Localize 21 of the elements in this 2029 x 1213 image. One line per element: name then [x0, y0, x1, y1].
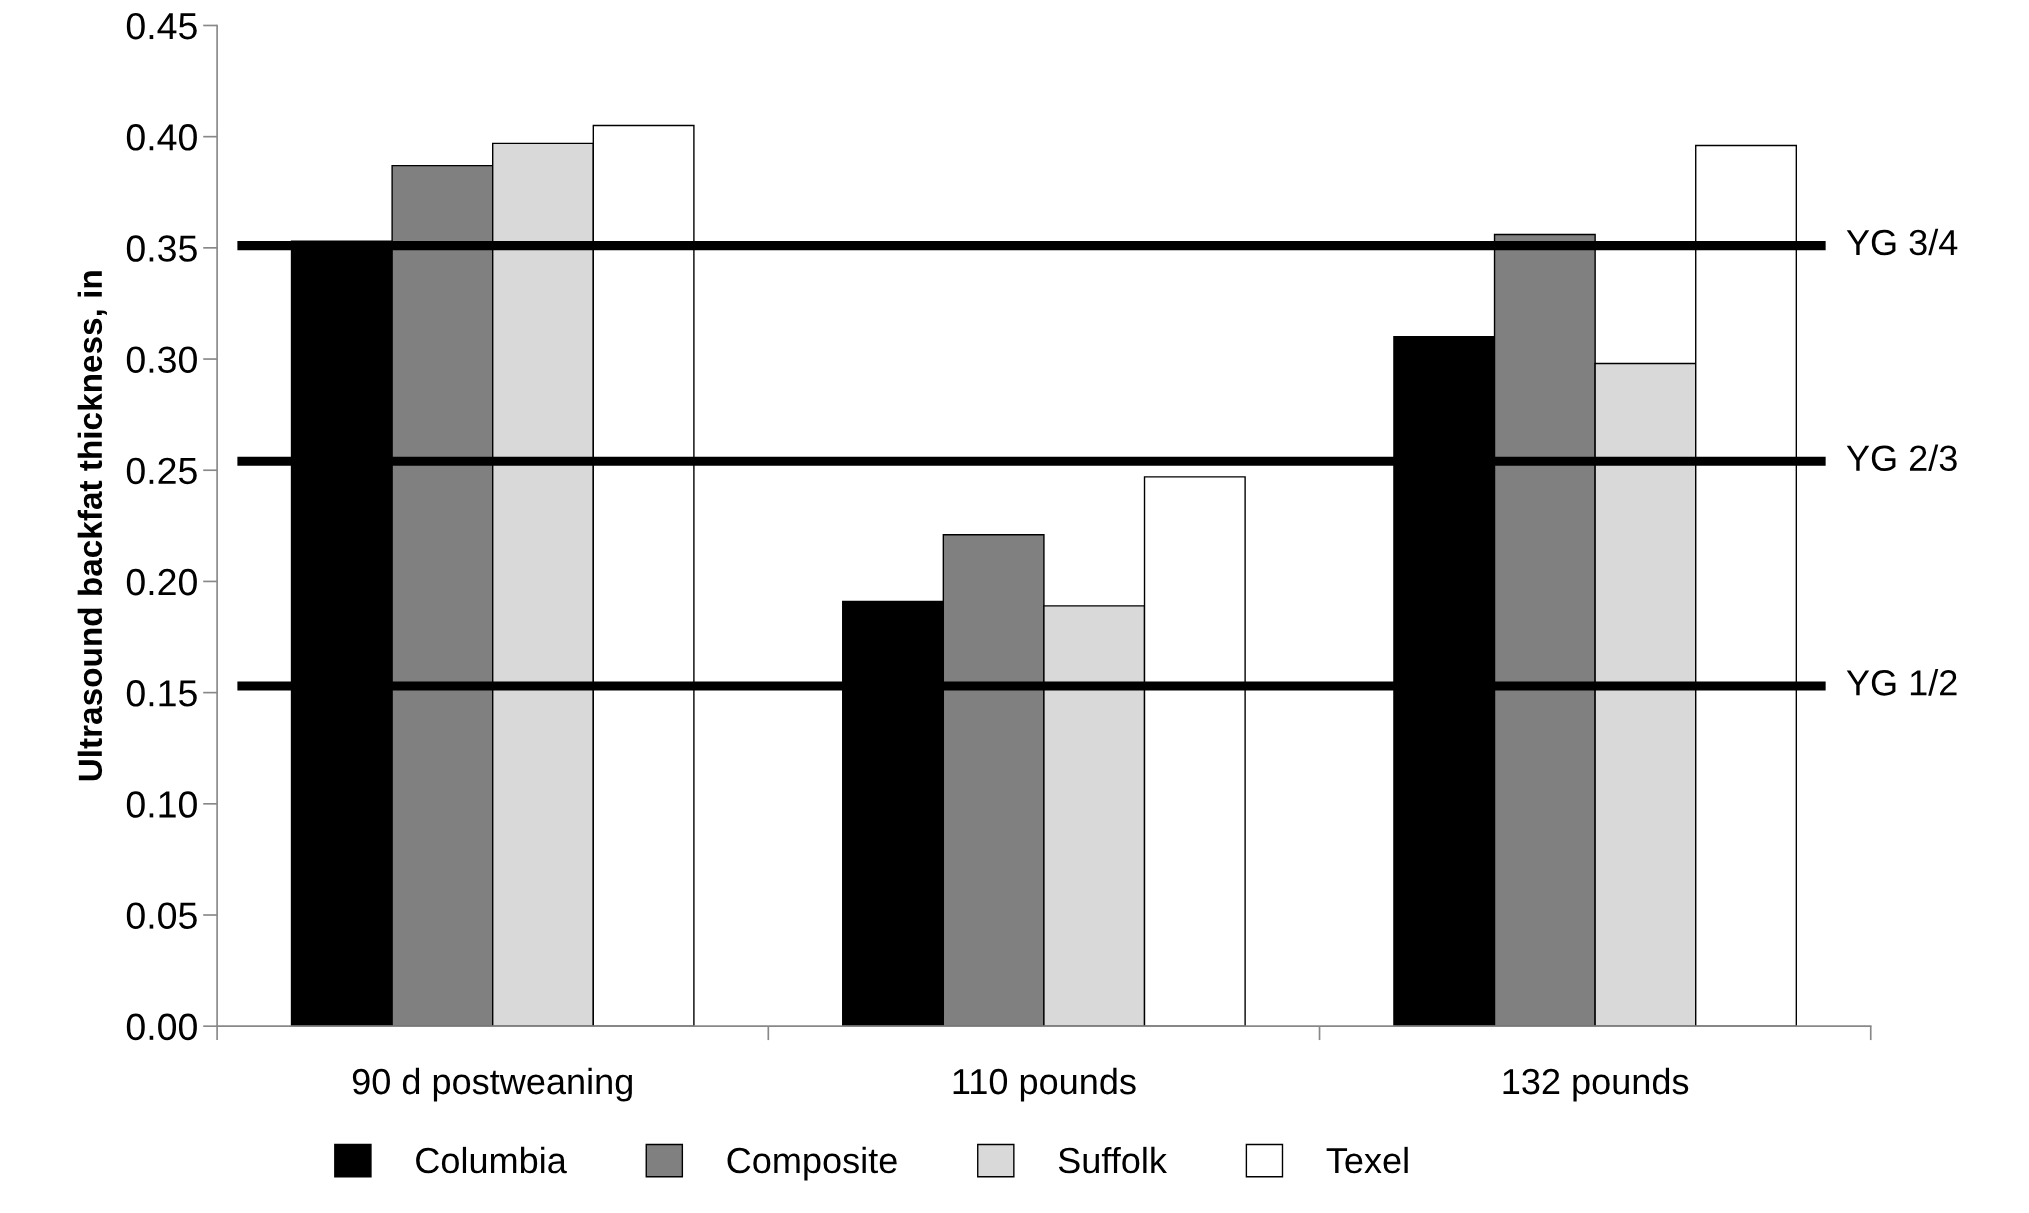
y-tick-label: 0.25: [126, 457, 197, 485]
x-tick-label: 110 pounds: [953, 1067, 1136, 1102]
y-tick-label: 0.05: [126, 902, 197, 929]
y-tick-label: 0.20: [126, 568, 197, 596]
ref-line-label: YG 3/4: [1846, 228, 1958, 256]
ref-line-label: YG 2/3: [1846, 444, 1957, 472]
y-tick-label: 0.10: [126, 791, 197, 818]
y-tick-label: 0.40: [126, 124, 197, 151]
y-tick-label: 0.30: [126, 346, 197, 374]
x-tick-label: 132 pounds: [1503, 1067, 1689, 1102]
y-tick-label: 0.15: [126, 680, 197, 707]
legend-label: Composite: [727, 1146, 897, 1181]
ref-line-label: YG 1/2: [1846, 669, 1957, 696]
y-axis-title: Ultrasound backfat thickness, in: [77, 271, 107, 781]
legend-label: Columbia: [416, 1146, 567, 1174]
x-tick-label: 90 d postweaning: [352, 1067, 632, 1102]
legend-label: Suffolk: [1058, 1146, 1167, 1174]
legend-label: Texel: [1326, 1146, 1408, 1174]
y-tick-label: 0.00: [126, 1013, 197, 1041]
y-tick-label: 0.35: [126, 235, 197, 262]
y-tick-label: 0.45: [126, 12, 197, 40]
